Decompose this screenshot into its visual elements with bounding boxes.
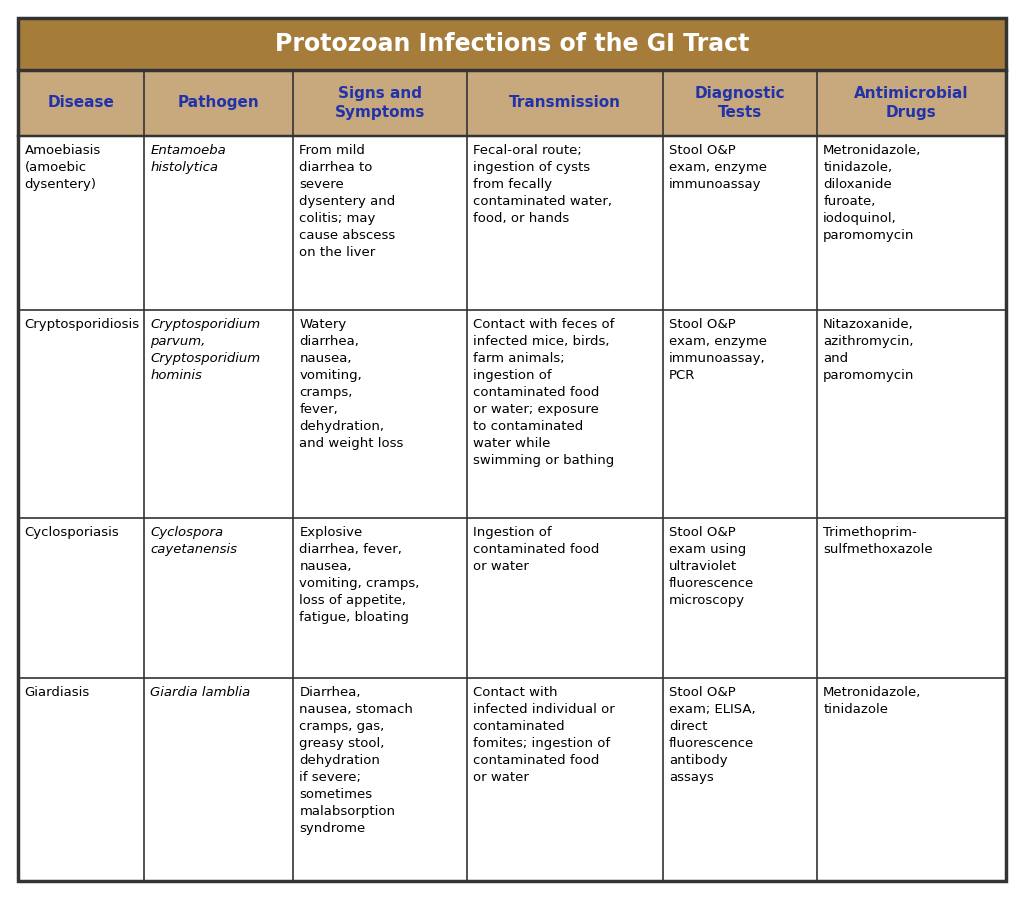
- Text: Cryptosporidiosis: Cryptosporidiosis: [25, 318, 139, 331]
- Text: Stool O&P
exam, enzyme
immunoassay: Stool O&P exam, enzyme immunoassay: [669, 144, 767, 191]
- Text: Amoebiasis
(amoebic
dysentery): Amoebiasis (amoebic dysentery): [25, 144, 100, 191]
- Text: Signs and
Symptoms: Signs and Symptoms: [335, 86, 425, 120]
- Text: Cryptosporidium
parvum,
Cryptosporidium
hominis: Cryptosporidium parvum, Cryptosporidium …: [151, 318, 260, 382]
- Text: Pathogen: Pathogen: [178, 95, 260, 111]
- Text: Disease: Disease: [48, 95, 115, 111]
- Text: Explosive
diarrhea, fever,
nausea,
vomiting, cramps,
loss of appetite,
fatigue, : Explosive diarrhea, fever, nausea, vomit…: [299, 526, 420, 624]
- Text: Trimethoprim-
sulfmethoxazole: Trimethoprim- sulfmethoxazole: [823, 526, 933, 556]
- Text: Giardiasis: Giardiasis: [25, 686, 90, 699]
- Text: Diarrhea,
nausea, stomach
cramps, gas,
greasy stool,
dehydration
if severe;
some: Diarrhea, nausea, stomach cramps, gas, g…: [299, 686, 414, 835]
- Text: Stool O&P
exam, enzyme
immunoassay,
PCR: Stool O&P exam, enzyme immunoassay, PCR: [669, 318, 767, 382]
- Text: Transmission: Transmission: [509, 95, 621, 111]
- Text: Watery
diarrhea,
nausea,
vomiting,
cramps,
fever,
dehydration,
and weight loss: Watery diarrhea, nausea, vomiting, cramp…: [299, 318, 403, 450]
- Text: Giardia lamblia: Giardia lamblia: [151, 686, 251, 699]
- Bar: [18, 678, 1006, 880]
- Text: Antimicrobial
Drugs: Antimicrobial Drugs: [854, 86, 969, 120]
- Text: Cyclospora
cayetanensis: Cyclospora cayetanensis: [151, 526, 238, 556]
- Text: Protozoan Infections of the GI Tract: Protozoan Infections of the GI Tract: [274, 32, 750, 57]
- Bar: [18, 70, 1006, 136]
- Bar: [18, 19, 1006, 70]
- Text: Contact with
infected individual or
contaminated
fomites; ingestion of
contamina: Contact with infected individual or cont…: [473, 686, 614, 784]
- Text: Ingestion of
contaminated food
or water: Ingestion of contaminated food or water: [473, 526, 599, 573]
- Text: From mild
diarrhea to
severe
dysentery and
colitis; may
cause abscess
on the liv: From mild diarrhea to severe dysentery a…: [299, 144, 395, 259]
- Text: Fecal-oral route;
ingestion of cysts
from fecally
contaminated water,
food, or h: Fecal-oral route; ingestion of cysts fro…: [473, 144, 611, 225]
- Text: Metronidazole,
tinidazole,
diloxanide
furoate,
iodoquinol,
paromomycin: Metronidazole, tinidazole, diloxanide fu…: [823, 144, 922, 242]
- Bar: [18, 518, 1006, 678]
- Text: Entamoeba
histolytica: Entamoeba histolytica: [151, 144, 226, 174]
- Bar: [18, 136, 1006, 310]
- Text: Metronidazole,
tinidazole: Metronidazole, tinidazole: [823, 686, 922, 717]
- Text: Cyclosporiasis: Cyclosporiasis: [25, 526, 119, 539]
- Text: Stool O&P
exam; ELISA,
direct
fluorescence
antibody
assays: Stool O&P exam; ELISA, direct fluorescen…: [669, 686, 756, 784]
- Text: Nitazoxanide,
azithromycin,
and
paromomycin: Nitazoxanide, azithromycin, and paromomy…: [823, 318, 914, 382]
- Text: Stool O&P
exam using
ultraviolet
fluorescence
microscopy: Stool O&P exam using ultraviolet fluores…: [669, 526, 755, 607]
- Text: Diagnostic
Tests: Diagnostic Tests: [695, 86, 785, 120]
- Bar: [18, 310, 1006, 518]
- Text: Contact with feces of
infected mice, birds,
farm animals;
ingestion of
contamina: Contact with feces of infected mice, bir…: [473, 318, 614, 467]
